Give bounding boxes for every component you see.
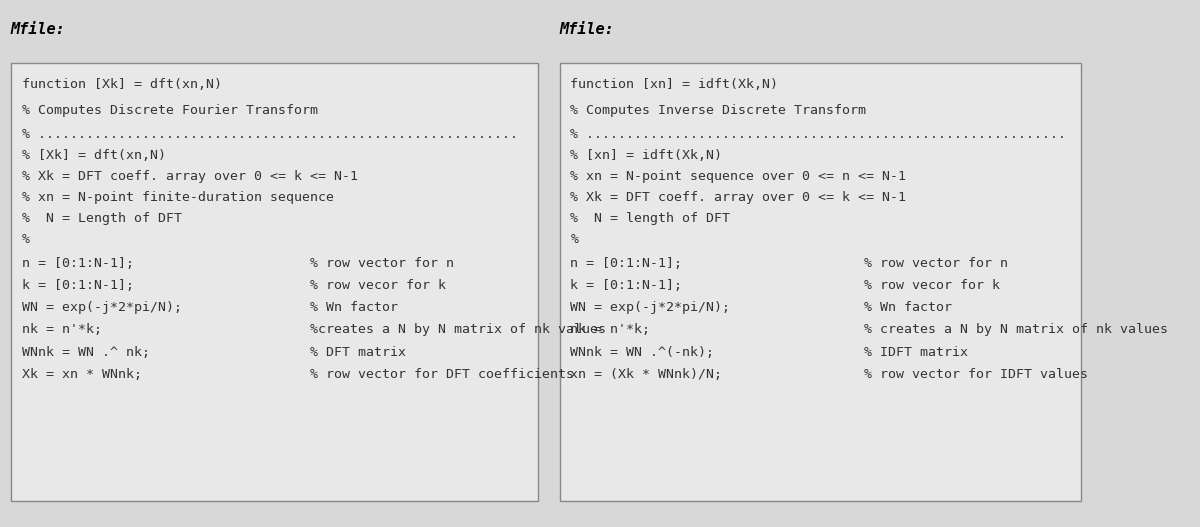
Text: nk = n'*k;: nk = n'*k; bbox=[22, 324, 102, 336]
Text: Mfile:: Mfile: bbox=[559, 22, 614, 37]
Text: nk = n'*k;: nk = n'*k; bbox=[570, 324, 650, 336]
Text: % Xk = DFT coeff. array over 0 <= k <= N-1: % Xk = DFT coeff. array over 0 <= k <= N… bbox=[570, 191, 906, 204]
Text: % IDFT matrix: % IDFT matrix bbox=[864, 346, 968, 358]
Text: xn = (Xk * WNnk)/N;: xn = (Xk * WNnk)/N; bbox=[570, 368, 722, 380]
Text: WN = exp(-j*2*pi/N);: WN = exp(-j*2*pi/N); bbox=[570, 301, 731, 314]
Text: % Wn factor: % Wn factor bbox=[864, 301, 952, 314]
Text: function [Xk] = dft(xn,N): function [Xk] = dft(xn,N) bbox=[22, 78, 222, 91]
Text: % xn = N-point sequence over 0 <= n <= N-1: % xn = N-point sequence over 0 <= n <= N… bbox=[570, 170, 906, 183]
FancyBboxPatch shape bbox=[11, 63, 538, 501]
Text: % xn = N-point finite-duration sequence: % xn = N-point finite-duration sequence bbox=[22, 191, 334, 204]
Text: % DFT matrix: % DFT matrix bbox=[310, 346, 406, 358]
Text: WN = exp(-j*2*pi/N);: WN = exp(-j*2*pi/N); bbox=[22, 301, 181, 314]
Text: % row vector for IDFT values: % row vector for IDFT values bbox=[864, 368, 1088, 380]
Text: k = [0:1:N-1];: k = [0:1:N-1]; bbox=[22, 279, 133, 292]
Text: Xk = xn * WNnk;: Xk = xn * WNnk; bbox=[22, 368, 142, 380]
Text: % Xk = DFT coeff. array over 0 <= k <= N-1: % Xk = DFT coeff. array over 0 <= k <= N… bbox=[22, 170, 358, 183]
Text: WNnk = WN .^ nk;: WNnk = WN .^ nk; bbox=[22, 346, 150, 358]
Text: n = [0:1:N-1];: n = [0:1:N-1]; bbox=[22, 257, 133, 270]
Text: % row vector for DFT coefficients: % row vector for DFT coefficients bbox=[310, 368, 574, 380]
Text: % row vector for n: % row vector for n bbox=[864, 257, 1008, 270]
Text: % creates a N by N matrix of nk values: % creates a N by N matrix of nk values bbox=[864, 324, 1168, 336]
Text: % [Xk] = dft(xn,N): % [Xk] = dft(xn,N) bbox=[22, 149, 166, 162]
Text: %creates a N by N matrix of nk values: %creates a N by N matrix of nk values bbox=[310, 324, 606, 336]
Text: Mfile:: Mfile: bbox=[11, 22, 66, 37]
Text: % row vector for n: % row vector for n bbox=[310, 257, 454, 270]
Text: % [xn] = idft(Xk,N): % [xn] = idft(Xk,N) bbox=[570, 149, 722, 162]
FancyBboxPatch shape bbox=[559, 63, 1081, 501]
Text: %  N = Length of DFT: % N = Length of DFT bbox=[22, 212, 181, 225]
Text: % Computes Inverse Discrete Transform: % Computes Inverse Discrete Transform bbox=[570, 104, 866, 117]
Text: %: % bbox=[570, 233, 578, 246]
Text: %  N = length of DFT: % N = length of DFT bbox=[570, 212, 731, 225]
Text: k = [0:1:N-1];: k = [0:1:N-1]; bbox=[570, 279, 683, 292]
Text: % Computes Discrete Fourier Transform: % Computes Discrete Fourier Transform bbox=[22, 104, 318, 117]
Text: % ............................................................: % ......................................… bbox=[570, 128, 1067, 141]
Text: % row vecor for k: % row vecor for k bbox=[310, 279, 445, 292]
Text: % row vecor for k: % row vecor for k bbox=[864, 279, 1000, 292]
Text: WNnk = WN .^(-nk);: WNnk = WN .^(-nk); bbox=[570, 346, 714, 358]
Text: %: % bbox=[22, 233, 30, 246]
Text: function [xn] = idft(Xk,N): function [xn] = idft(Xk,N) bbox=[570, 78, 779, 91]
Text: n = [0:1:N-1];: n = [0:1:N-1]; bbox=[570, 257, 683, 270]
Text: % Wn factor: % Wn factor bbox=[310, 301, 397, 314]
Text: % ............................................................: % ......................................… bbox=[22, 128, 517, 141]
